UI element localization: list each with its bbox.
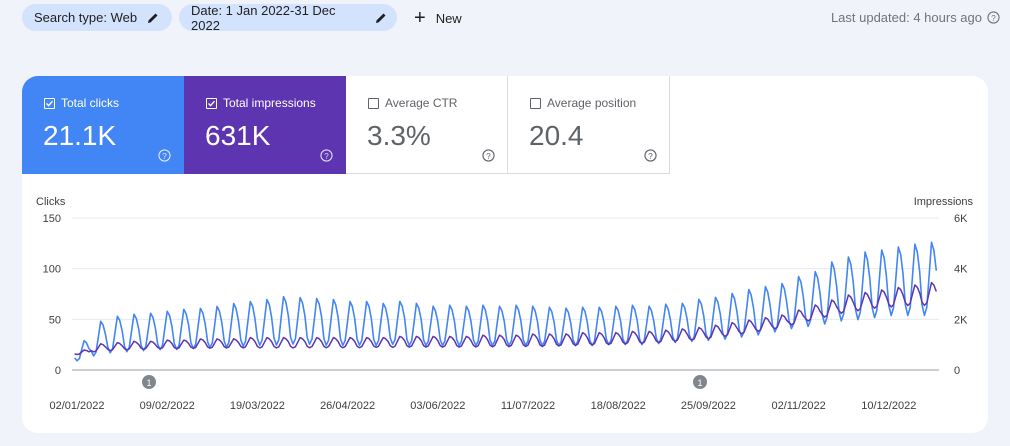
annotation-label: 1 — [146, 378, 151, 388]
metric-value: 3.3% — [367, 120, 431, 151]
pencil-icon — [147, 12, 159, 24]
annotation-marker — [693, 375, 707, 389]
search-type-label: Search type: Web — [34, 10, 138, 25]
clicks-series-line — [73, 241, 938, 362]
svg-text:?: ? — [991, 13, 996, 23]
metric-tile-total-impressions[interactable]: Total impressions 631K ? — [184, 76, 346, 174]
metric-tile-average-position[interactable]: Average position 20.4 ? — [508, 76, 670, 174]
last-updated-status: Last updated: 4 hours ago ? — [831, 10, 1000, 25]
x-tick-label: 02/11/2022 — [771, 400, 825, 412]
left-tick-label: 0 — [55, 365, 61, 377]
checkbox-unchecked-icon[interactable] — [530, 97, 541, 109]
metric-value: 20.4 — [529, 120, 584, 151]
left-tick-label: 150 — [43, 213, 61, 225]
right-tick-label: 2K — [954, 314, 968, 326]
help-icon[interactable]: ? — [158, 149, 171, 162]
svg-text:?: ? — [486, 151, 491, 161]
annotation-label: 1 — [697, 378, 702, 388]
performance-chart[interactable]: Clicks Impressions 150 6K 100 4K 50 2K 0 0 02/01/2… — [22, 76, 988, 433]
metric-label: Total impressions — [223, 96, 316, 110]
help-icon[interactable]: ? — [320, 149, 333, 162]
metric-tile-average-ctr[interactable]: Average CTR 3.3% ? — [346, 76, 508, 174]
impressions-series-line — [74, 281, 938, 356]
x-tick-label: 19/03/2022 — [230, 400, 285, 412]
performance-card: Total clicks 21.1K ? Total impressions 6… — [22, 76, 988, 433]
svg-text:?: ? — [648, 151, 653, 161]
left-tick-label: 100 — [43, 264, 61, 276]
metric-value: 21.1K — [43, 120, 117, 151]
x-tick-label: 09/02/2022 — [140, 400, 195, 412]
search-type-filter-chip[interactable]: Search type: Web — [22, 4, 172, 31]
right-tick-label: 0 — [954, 365, 960, 377]
help-icon[interactable]: ? — [644, 149, 657, 162]
metric-label: Average position — [547, 96, 637, 110]
metric-value: 631K — [205, 120, 271, 151]
x-tick-label: 18/08/2022 — [591, 400, 646, 412]
checkbox-unchecked-icon[interactable] — [368, 97, 379, 109]
annotation-marker — [142, 375, 156, 389]
checkbox-checked-icon[interactable] — [206, 97, 217, 109]
right-axis-title: Impressions — [914, 196, 974, 208]
metric-label: Average CTR — [385, 96, 458, 110]
pencil-icon — [375, 12, 387, 24]
date-range-label: Date: 1 Jan 2022-31 Dec 2022 — [191, 2, 336, 33]
left-axis-title: Clicks — [36, 196, 66, 208]
new-filter-button[interactable]: + New — [414, 6, 462, 30]
x-tick-label: 11/07/2022 — [501, 400, 555, 412]
right-tick-label: 6K — [954, 213, 968, 225]
plus-icon: + — [414, 7, 426, 29]
x-tick-label: 25/09/2022 — [681, 400, 736, 412]
svg-text:?: ? — [324, 151, 329, 161]
checkbox-checked-icon[interactable] — [44, 97, 55, 109]
new-label: New — [435, 10, 462, 26]
metric-label: Total clicks — [61, 96, 120, 110]
x-tick-label: 03/06/2022 — [410, 400, 465, 412]
last-updated-text: Last updated: 4 hours ago — [830, 10, 982, 25]
help-icon[interactable]: ? — [987, 11, 1000, 24]
x-tick-label: 10/12/2022 — [861, 400, 916, 412]
date-range-filter-chip[interactable]: Date: 1 Jan 2022-31 Dec 2022 — [179, 2, 397, 33]
left-tick-label: 50 — [49, 314, 61, 326]
x-tick-label: 26/04/2022 — [320, 400, 375, 412]
right-tick-label: 4K — [954, 264, 968, 276]
help-icon[interactable]: ? — [482, 149, 495, 162]
metric-tile-total-clicks[interactable]: Total clicks 21.1K ? — [22, 76, 184, 174]
svg-text:?: ? — [162, 151, 167, 161]
x-tick-label: 02/01/2022 — [49, 400, 104, 412]
